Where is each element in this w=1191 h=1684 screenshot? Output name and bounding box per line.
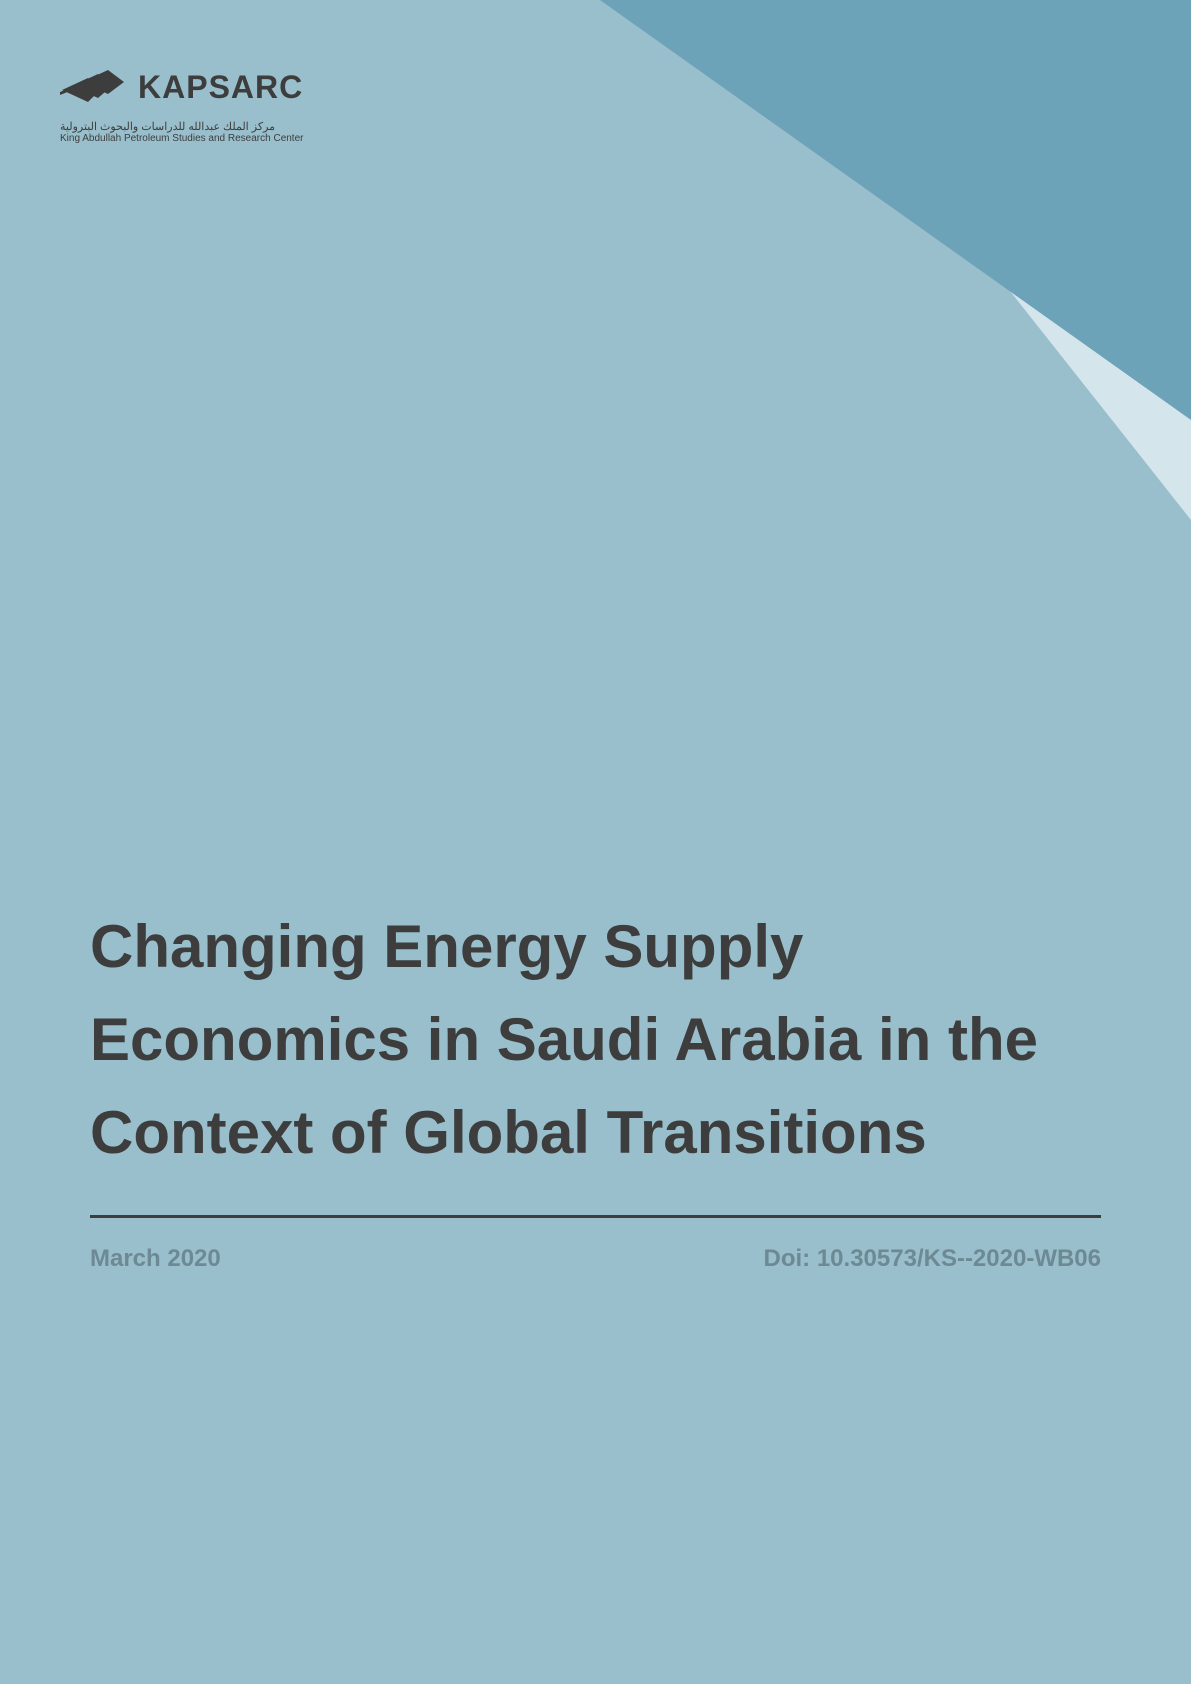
horizontal-divider bbox=[90, 1215, 1101, 1218]
logo-brand-name: KAPSARC bbox=[138, 69, 303, 106]
kapsarc-logo-icon bbox=[60, 60, 130, 115]
publication-date: March 2020 bbox=[90, 1245, 221, 1273]
logo-mark: KAPSARC bbox=[60, 60, 303, 115]
footer-section: March 2020 Doi: 10.30573/KS--2020-WB06 bbox=[90, 1245, 1101, 1273]
title-section: Changing Energy Supply Economics in Saud… bbox=[90, 900, 1101, 1179]
logo-tagline-english: King Abdullah Petroleum Studies and Rese… bbox=[60, 133, 303, 144]
document-cover-page: KAPSARC مركز الملك عبدالله للدراسات والب… bbox=[0, 0, 1191, 1684]
organization-logo: KAPSARC مركز الملك عبدالله للدراسات والب… bbox=[60, 60, 303, 144]
background-decoration bbox=[0, 0, 1191, 1684]
logo-tagline-arabic: مركز الملك عبدالله للدراسات والبحوث البت… bbox=[60, 120, 275, 133]
doi-identifier: Doi: 10.30573/KS--2020-WB06 bbox=[764, 1245, 1101, 1273]
document-title: Changing Energy Supply Economics in Saud… bbox=[90, 900, 1101, 1179]
